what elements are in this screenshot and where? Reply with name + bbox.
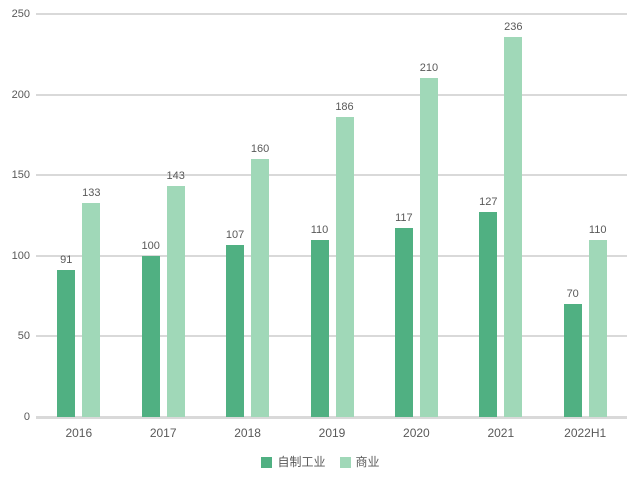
legend-item-s0: 自制工业	[261, 455, 326, 469]
y-axis-tick-label: 200	[11, 88, 30, 101]
gridline	[36, 13, 627, 15]
legend-swatch-icon	[339, 456, 351, 468]
bar-value-label: 91	[60, 254, 73, 267]
y-axis-tick-label: 50	[17, 330, 30, 343]
legend-item-s1: 商业	[339, 455, 380, 469]
bar-2019-s1	[335, 117, 354, 417]
bar-2022H1-s1	[588, 239, 607, 417]
y-axis-tick-label: 150	[11, 169, 30, 182]
bar-value-label: 117	[395, 212, 413, 225]
bar-2021-s1	[504, 36, 523, 417]
bar-value-label: 133	[82, 186, 101, 199]
x-axis-tick-label: 2017	[149, 426, 177, 440]
bar-2017-s0	[141, 255, 160, 417]
legend-swatch-icon	[261, 456, 273, 468]
bar-value-label: 70	[566, 288, 579, 301]
bar-value-label: 210	[419, 62, 439, 75]
x-axis-tick-label: 2018	[234, 426, 261, 440]
x-axis-line	[36, 416, 627, 419]
bar-2019-s0	[310, 239, 329, 417]
x-axis-tick-label: 2016	[65, 426, 93, 440]
bar-2020-s0	[394, 228, 413, 417]
bar-value-label: 107	[225, 228, 245, 241]
x-axis-tick-label: 2019	[318, 426, 346, 440]
bar-2022H1-s0	[563, 304, 582, 417]
bar-2017-s1	[166, 186, 185, 417]
plot-area	[36, 13, 627, 419]
x-axis-tick-label: 2020	[403, 426, 430, 440]
bar-value-label: 100	[141, 239, 160, 252]
bar-value-label: 127	[479, 196, 498, 209]
bar-2018-s1	[251, 159, 270, 417]
y-axis-tick-label: 100	[11, 249, 30, 262]
bar-value-label: 236	[504, 20, 523, 33]
x-axis-tick-label: 2022H1	[564, 426, 607, 440]
bar-value-label: 143	[166, 170, 185, 183]
legend-label: 商业	[355, 455, 380, 469]
bar-value-label: 110	[588, 223, 607, 236]
gridline	[36, 93, 627, 96]
gridline	[36, 335, 627, 338]
bar-value-label: 186	[335, 101, 354, 114]
bar-2021-s0	[479, 212, 498, 417]
bar-2020-s1	[419, 78, 438, 417]
y-axis-tick-label: 250	[11, 8, 30, 20]
legend-label: 自制工业	[277, 455, 326, 469]
x-axis-tick-label: 2021	[487, 426, 515, 440]
bar-value-label: 160	[250, 143, 270, 156]
gridline	[36, 254, 627, 257]
bar-2018-s0	[226, 244, 245, 417]
y-axis-tick-label: 0	[23, 411, 30, 423]
bar-2016-s1	[82, 202, 101, 417]
bar-value-label: 110	[310, 223, 329, 236]
bar-2016-s0	[57, 270, 76, 417]
legend: 自制工业 商业	[0, 455, 641, 469]
gridline	[36, 174, 627, 177]
